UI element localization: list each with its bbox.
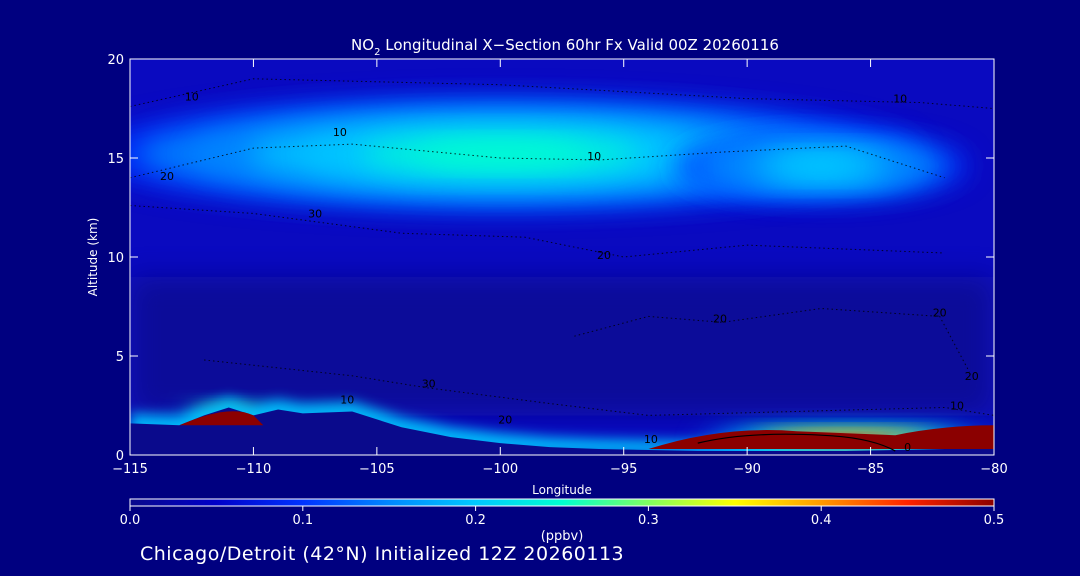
contour-layer: 10 20 30 10 10 10 20 20 20 20 30 10 20 10 10 0 bbox=[130, 78, 994, 454]
contour-label-9: 20 bbox=[965, 370, 979, 383]
x-tick-label-0: −115 bbox=[112, 462, 148, 477]
y-tick-label-4: 20 bbox=[107, 53, 124, 68]
x-tick-label-3: −100 bbox=[482, 462, 518, 477]
colorbar-tick-label-4: 0.4 bbox=[811, 513, 832, 528]
x-tick-label-6: −85 bbox=[857, 462, 884, 477]
terrain-layer bbox=[130, 397, 994, 455]
chart-title: NO2 Longitudinal X−Section 60hr Fx Valid… bbox=[351, 36, 779, 58]
surface-plume-east bbox=[648, 425, 994, 450]
contour-label-5: 10 bbox=[893, 93, 907, 106]
contour-label-2: 30 bbox=[308, 207, 322, 220]
colorbar-tick-label-2: 0.2 bbox=[465, 513, 486, 528]
contour-label-6: 20 bbox=[597, 249, 611, 262]
x-tick-label-2: −105 bbox=[359, 462, 395, 477]
colorbar-gradient bbox=[129, 498, 995, 507]
contour-line-1 bbox=[130, 143, 945, 179]
title-rest: Longitudinal X−Section 60hr Fx Valid 00Z… bbox=[380, 36, 778, 54]
contour-line-2 bbox=[130, 205, 945, 258]
contour-label-1: 20 bbox=[160, 170, 174, 183]
contour-label-0: 10 bbox=[185, 91, 199, 104]
contour-solid-east bbox=[697, 433, 896, 452]
plot-area: 10 20 30 10 10 10 20 20 20 20 30 10 20 10 10 0 bbox=[130, 59, 994, 455]
colorbar: 0.0 0.1 0.2 0.3 0.4 0.5 (ppbv) bbox=[120, 498, 1005, 544]
contour-line-0 bbox=[130, 78, 994, 109]
y-axis: 0 5 10 15 20 bbox=[107, 53, 994, 464]
contour-label-8: 20 bbox=[933, 306, 947, 319]
surface-plume-west bbox=[179, 411, 264, 426]
title-subscript: 2 bbox=[374, 47, 380, 58]
y-axis-label: Altitude (km) bbox=[86, 218, 100, 297]
contour-label-12: 20 bbox=[498, 413, 512, 426]
colorbar-tick-label-5: 0.5 bbox=[984, 513, 1005, 528]
mid-troposphere-minimum bbox=[130, 276, 994, 416]
contour-label-14: 10 bbox=[950, 399, 964, 412]
colorbar-tick-label-1: 0.1 bbox=[292, 513, 313, 528]
contour-label-13: 10 bbox=[644, 433, 658, 446]
no2-layer-0-level-6 bbox=[416, 142, 585, 166]
colorbar-ticks: 0.0 0.1 0.2 0.3 0.4 0.5 bbox=[120, 506, 1005, 528]
y-tick-label-0: 0 bbox=[116, 449, 124, 464]
x-tick-label-7: −80 bbox=[980, 462, 1007, 477]
y-tick-label-2: 10 bbox=[107, 251, 124, 266]
contour-label-10: 30 bbox=[422, 378, 436, 391]
contour-label-7: 20 bbox=[713, 312, 727, 325]
contour-label-15: 0 bbox=[904, 441, 911, 454]
no2-field bbox=[130, 98, 994, 455]
contour-label-3: 10 bbox=[333, 126, 347, 139]
y-tick-label-1: 5 bbox=[116, 350, 124, 365]
title-prefix: NO bbox=[351, 36, 374, 54]
contour-line-4 bbox=[574, 307, 970, 373]
x-tick-label-4: −95 bbox=[610, 462, 637, 477]
colorbar-unit-label: (ppbv) bbox=[541, 529, 584, 544]
y-tick-label-3: 15 bbox=[107, 152, 124, 167]
no2-layer-1-level-6 bbox=[791, 159, 851, 173]
colorbar-tick-label-3: 0.3 bbox=[638, 513, 659, 528]
x-axis-label: Longitude bbox=[532, 483, 592, 497]
contour-label-11: 10 bbox=[340, 394, 354, 407]
colorbar-tick-label-0: 0.0 bbox=[120, 513, 141, 528]
x-tick-label-1: −110 bbox=[236, 462, 272, 477]
footer-caption: Chicago/Detroit (42°N) Initialized 12Z 2… bbox=[140, 543, 624, 565]
terrain bbox=[130, 407, 994, 455]
x-tick-label-5: −90 bbox=[733, 462, 760, 477]
contour-label-4: 10 bbox=[587, 150, 601, 163]
x-axis: −115 −110 −105 −100 −95 −90 −85 −80 bbox=[112, 59, 1008, 477]
